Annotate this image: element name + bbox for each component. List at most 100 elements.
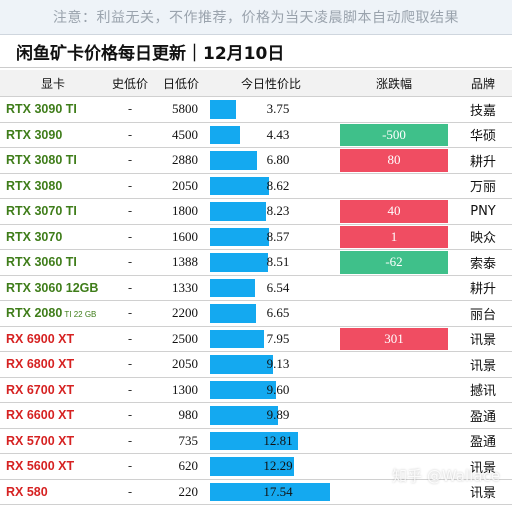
gpu-name: RX 6900 XT <box>6 331 75 346</box>
history-low-cell: - <box>106 147 154 174</box>
daily-low-cell: 5800 <box>154 96 208 123</box>
value-ratio-bar <box>210 202 267 221</box>
table-row: RX 6600 XT -980 9.89 盈通 <box>0 402 512 429</box>
gpu-name: RX 580 <box>6 484 48 499</box>
value-ratio-cell: 8.23 <box>208 198 334 225</box>
table-row: RX 6700 XT -1300 9.60 撼讯 <box>0 377 512 403</box>
change-cell <box>334 96 454 123</box>
brand-cell: 映众 <box>454 224 512 250</box>
brand-cell: 万丽 <box>454 173 512 199</box>
gpu-name-cell: RX 6900 XT <box>0 326 106 352</box>
brand-cell: 讯景 <box>454 326 512 352</box>
change-cell <box>334 402 454 429</box>
history-low-cell: - <box>106 224 154 250</box>
gpu-name: RTX 2080 <box>6 306 63 321</box>
history-low-cell: - <box>106 402 154 429</box>
value-ratio-value: 12.29 <box>263 458 293 474</box>
value-ratio-bar <box>210 125 241 144</box>
daily-low-cell: 620 <box>154 453 208 480</box>
daily-low-cell: 1600 <box>154 224 208 250</box>
gpu-name: RTX 3060 12GB <box>6 280 99 295</box>
value-ratio-cell: 7.95 <box>208 326 334 352</box>
notice-banner: 注意：利益无关，不作推荐，价格为当天凌晨脚本自动爬取结果 <box>0 0 512 35</box>
daily-low-cell: 980 <box>154 402 208 429</box>
value-ratio-value: 8.23 <box>266 203 290 219</box>
value-ratio-bar <box>210 329 265 348</box>
table-row: RTX 3080 TI -2880 6.80 80 耕升 <box>0 147 512 174</box>
history-low-cell: - <box>106 479 154 505</box>
value-ratio-value: 12.81 <box>263 432 293 448</box>
brand-cell: PNY <box>454 198 512 225</box>
brand-cell: 丽台 <box>454 300 512 327</box>
table-row: RTX 2080 TI 22 GB -2200 6.65 丽台 <box>0 300 512 327</box>
value-ratio-bar <box>210 278 255 297</box>
gpu-price-table: 显卡 史低价 日低价 今日性价比 涨跌幅 品牌 RTX 3090 TI -5800… <box>0 70 512 505</box>
value-ratio-cell: 8.62 <box>208 173 334 199</box>
gpu-name-cell: RX 6700 XT <box>0 377 106 403</box>
value-ratio-bar <box>210 253 269 272</box>
gpu-name-cell: RTX 3070 TI <box>0 198 106 225</box>
change-badge: -62 <box>340 251 448 274</box>
daily-low-cell: 735 <box>154 428 208 454</box>
value-ratio-bar <box>210 482 330 501</box>
table-row: RX 6800 XT -2050 9.13 讯景 <box>0 351 512 378</box>
change-cell <box>334 275 454 301</box>
change-cell: 40 <box>334 198 454 225</box>
value-ratio-value: 8.62 <box>266 177 290 193</box>
table-row: RX 5700 XT -735 12.81 盈通 <box>0 428 512 454</box>
daily-low-cell: 1388 <box>154 249 208 276</box>
gpu-name: RTX 3090 TI <box>6 102 77 117</box>
value-ratio-bar <box>210 431 298 450</box>
table-header-row: 显卡 史低价 日低价 今日性价比 涨跌幅 品牌 <box>0 70 512 97</box>
table-row: RTX 3070 -1600 8.57 1 映众 <box>0 224 512 250</box>
daily-low-cell: 4500 <box>154 122 208 148</box>
history-low-cell: - <box>106 173 154 199</box>
gpu-name-cell: RX 6800 XT <box>0 351 106 378</box>
value-ratio-bar <box>210 380 276 399</box>
gpu-name-cell: RX 5700 XT <box>0 428 106 454</box>
gpu-name: RTX 3090 <box>6 127 63 142</box>
history-low-cell: - <box>106 198 154 225</box>
brand-cell: 盈通 <box>454 402 512 429</box>
gpu-name-cell: RTX 3080 <box>0 173 106 199</box>
table-row: RTX 3070 TI -1800 8.23 40 PNY <box>0 198 512 225</box>
value-ratio-value: 9.89 <box>266 407 290 423</box>
value-ratio-cell: 6.80 <box>208 147 334 174</box>
value-ratio-cell: 6.54 <box>208 275 334 301</box>
header-value-ratio: 今日性价比 <box>208 70 334 97</box>
table-row: RX 6900 XT -2500 7.95 301 讯景 <box>0 326 512 352</box>
gpu-name-cell: RTX 3090 TI <box>0 96 106 123</box>
gpu-name: RX 5700 XT <box>6 433 75 448</box>
history-low-cell: - <box>106 300 154 327</box>
value-ratio-value: 8.51 <box>266 254 290 270</box>
brand-cell: 耕升 <box>454 275 512 301</box>
brand-cell: 索泰 <box>454 249 512 276</box>
value-ratio-value: 6.54 <box>266 279 290 295</box>
gpu-name: RX 6600 XT <box>6 408 75 423</box>
history-low-cell: - <box>106 428 154 454</box>
change-badge: 40 <box>340 200 448 223</box>
brand-cell: 华硕 <box>454 122 512 148</box>
gpu-name-cell: RX 580 <box>0 479 106 505</box>
history-low-cell: - <box>106 351 154 378</box>
daily-low-cell: 2500 <box>154 326 208 352</box>
history-low-cell: - <box>106 453 154 480</box>
table-row: RTX 3060 TI -1388 8.51 -62 索泰 <box>0 249 512 276</box>
table-row: RX 5600 XT -620 12.29 讯景 <box>0 453 512 480</box>
gpu-name-cell: RTX 3060 12GB <box>0 275 106 301</box>
value-ratio-cell: 17.54 <box>208 479 334 505</box>
daily-low-cell: 2880 <box>154 147 208 174</box>
value-ratio-cell: 12.29 <box>208 453 334 480</box>
gpu-name: RTX 3080 TI <box>6 153 77 168</box>
value-ratio-bar <box>210 355 273 374</box>
brand-cell: 讯景 <box>454 453 512 480</box>
value-ratio-bar <box>210 304 256 323</box>
change-cell <box>334 428 454 454</box>
gpu-name-cell: RTX 3070 <box>0 224 106 250</box>
table-row: RTX 3090 -4500 4.43 -500 华硕 <box>0 122 512 148</box>
value-ratio-value: 8.57 <box>266 228 290 244</box>
daily-low-cell: 1300 <box>154 377 208 403</box>
brand-cell: 讯景 <box>454 351 512 378</box>
value-ratio-value: 17.54 <box>263 483 293 499</box>
gpu-name-cell: RTX 3060 TI <box>0 249 106 276</box>
